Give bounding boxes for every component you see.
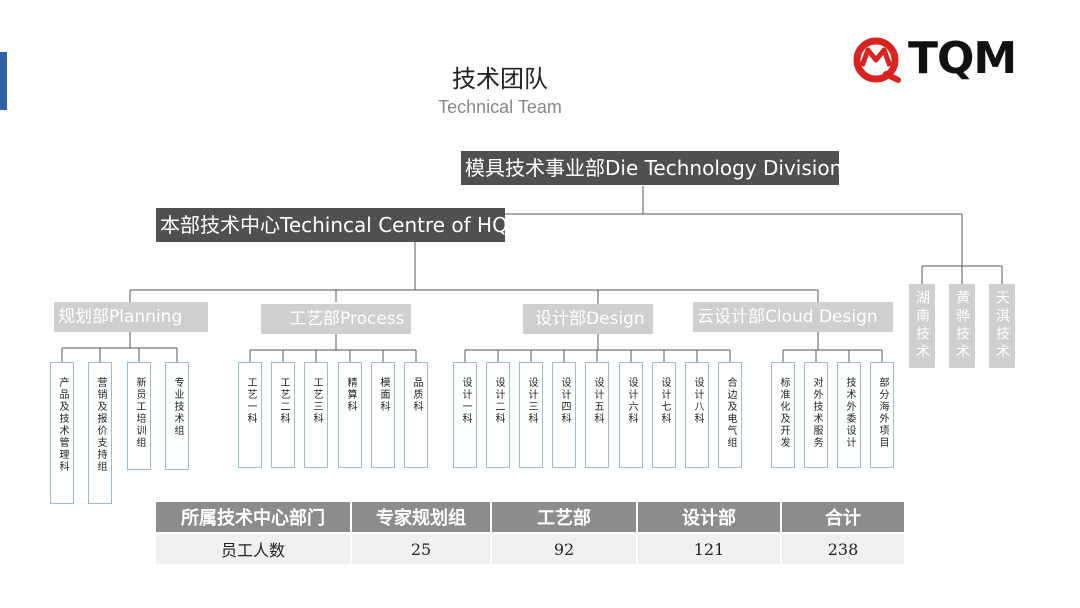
unit-box: 设计五科: [585, 362, 609, 468]
branch-label: 黄骅技术: [954, 290, 970, 362]
table-cell: 92: [491, 532, 638, 564]
unit-box: 部分海外项目: [870, 362, 894, 468]
unit-box: 设计七科: [652, 362, 676, 468]
branch-label: 湖南技术: [914, 290, 930, 362]
page-subtitle: Technical Team: [438, 97, 562, 117]
unit-label: 设计七科: [659, 377, 670, 425]
unit-label: 品质科: [411, 377, 422, 413]
unit-box: 工艺二科: [271, 362, 295, 468]
dept-design: 设计部Design: [523, 304, 653, 334]
table-row: 员工人数 25 92 121 238: [156, 532, 906, 564]
table-cell: 员工人数: [156, 532, 352, 564]
unit-label: 设计五科: [592, 377, 603, 425]
table-header-cell: 合计: [781, 502, 906, 533]
unit-box: 对外技术服务: [804, 362, 828, 468]
unit-box: 专业技术组: [165, 362, 189, 470]
division-box: 模具技术事业部Die Technology Division: [461, 151, 842, 185]
table-header-cell: 所属技术中心部门: [156, 502, 352, 533]
table-cell: 121: [637, 532, 782, 564]
unit-box: 营销及报价支持组: [88, 362, 112, 504]
unit-label: 工艺二科: [278, 377, 289, 425]
staff-count-table: 所属技术中心部门 专家规划组 工艺部 设计部 合计 员工人数 25 92 121…: [156, 502, 906, 564]
logo-text: TQM: [908, 33, 1017, 84]
unit-label: 专业技术组: [172, 377, 183, 437]
table-header-cell: 工艺部: [491, 502, 638, 533]
branch-label: 天淇技术: [994, 290, 1010, 362]
unit-box: 设计六科: [619, 362, 643, 468]
unit-box: 模面科: [371, 362, 395, 468]
unit-label: 产品及技术管理科: [57, 377, 68, 473]
unit-box: 产品及技术管理科: [50, 362, 74, 504]
centre-box: 本部技术中心Techincal Centre of HQ: [156, 208, 508, 242]
unit-label: 设计八科: [692, 377, 703, 425]
table-header-row: 所属技术中心部门 专家规划组 工艺部 设计部 合计: [156, 502, 906, 533]
accent-bar: [0, 52, 7, 110]
tqm-logo-icon: [853, 37, 901, 83]
table-cell: 25: [351, 532, 492, 564]
dept-cloud-design: 云设计部Cloud Design: [693, 302, 893, 332]
unit-box: 新员工培训组: [127, 362, 151, 470]
unit-label: 标准化及开发: [778, 377, 789, 449]
table-cell: 238: [781, 532, 906, 564]
unit-box: 合边及电气组: [718, 362, 742, 468]
unit-label: 合边及电气组: [725, 377, 736, 449]
unit-label: 模面科: [378, 377, 389, 413]
unit-label: 设计六科: [626, 377, 637, 425]
unit-label: 工艺三科: [311, 377, 322, 425]
branch-box-huanghua: 黄骅技术: [949, 284, 975, 368]
unit-label: 技术外委设计: [844, 377, 855, 449]
unit-box: 技术外委设计: [837, 362, 861, 468]
unit-box: 精算科: [338, 362, 362, 468]
unit-label: 营销及报价支持组: [95, 377, 106, 473]
unit-label: 设计四科: [559, 377, 570, 425]
unit-label: 新员工培训组: [134, 377, 145, 449]
unit-label: 对外技术服务: [811, 377, 822, 449]
unit-box: 工艺三科: [304, 362, 328, 468]
dept-planning: 规划部Planning: [54, 302, 208, 332]
unit-label: 设计一科: [460, 377, 471, 425]
unit-box: 工艺一科: [238, 362, 262, 468]
unit-label: 部分海外项目: [877, 377, 888, 449]
dept-process: 工艺部Process: [261, 304, 411, 334]
unit-label: 精算科: [345, 377, 356, 413]
page-title: 技术团队: [452, 65, 548, 93]
unit-box: 设计一科: [453, 362, 477, 468]
branch-box-hunan: 湖南技术: [909, 284, 935, 368]
unit-label: 设计三科: [526, 377, 537, 425]
unit-box: 设计三科: [519, 362, 543, 468]
unit-box: 品质科: [404, 362, 428, 468]
table-header-cell: 设计部: [637, 502, 782, 533]
unit-label: 工艺一科: [245, 377, 256, 425]
unit-label: 设计二科: [493, 377, 504, 425]
unit-box: 设计八科: [685, 362, 709, 468]
unit-box: 标准化及开发: [771, 362, 795, 468]
unit-box: 设计二科: [486, 362, 510, 468]
table-header-cell: 专家规划组: [351, 502, 492, 533]
unit-box: 设计四科: [552, 362, 576, 468]
branch-box-tianqi: 天淇技术: [989, 284, 1015, 368]
